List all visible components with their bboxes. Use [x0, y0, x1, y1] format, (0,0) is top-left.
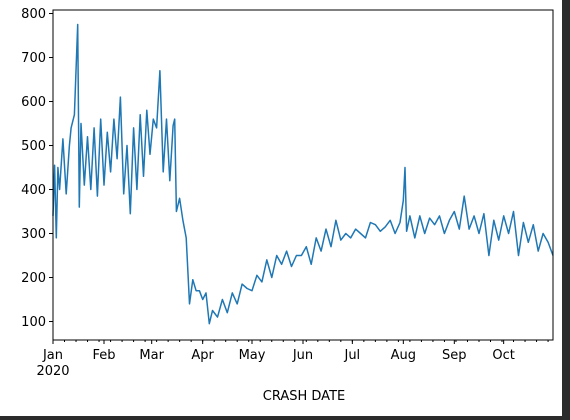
x-axis-label: CRASH DATE [263, 389, 345, 404]
plot-area [52, 9, 554, 341]
x-tick-label: Jun [292, 348, 313, 363]
x-tick-year-label: 2020 [36, 364, 69, 379]
x-tick-label: Jul [343, 348, 360, 363]
series-line [52, 23, 554, 325]
x-tick-label: Jan [42, 348, 63, 363]
y-tick-label: 800 [21, 7, 46, 22]
y-tick-label: 100 [21, 315, 46, 330]
y-tick-label: 700 [21, 51, 46, 66]
x-tick-label: Aug [391, 348, 416, 363]
y-axis: 100 200 300 400 500 600 700 800 [21, 7, 53, 330]
x-tick-label: Apr [191, 348, 214, 363]
x-tick-label: Oct [492, 348, 514, 363]
y-tick-label: 500 [21, 139, 46, 154]
x-tick-label: May [239, 348, 266, 363]
x-tick-label: Mar [139, 348, 164, 363]
y-tick-label: 200 [21, 271, 46, 286]
y-tick-label: 300 [21, 227, 46, 242]
x-tick-label: Sep [442, 348, 467, 363]
x-tick-label: Feb [92, 348, 115, 363]
y-tick-label: 400 [21, 183, 46, 198]
chart-figure: 100 200 300 400 500 600 700 800 Jan 2020 Feb Mar Ap… [0, 0, 562, 416]
y-tick-label: 600 [21, 95, 46, 110]
